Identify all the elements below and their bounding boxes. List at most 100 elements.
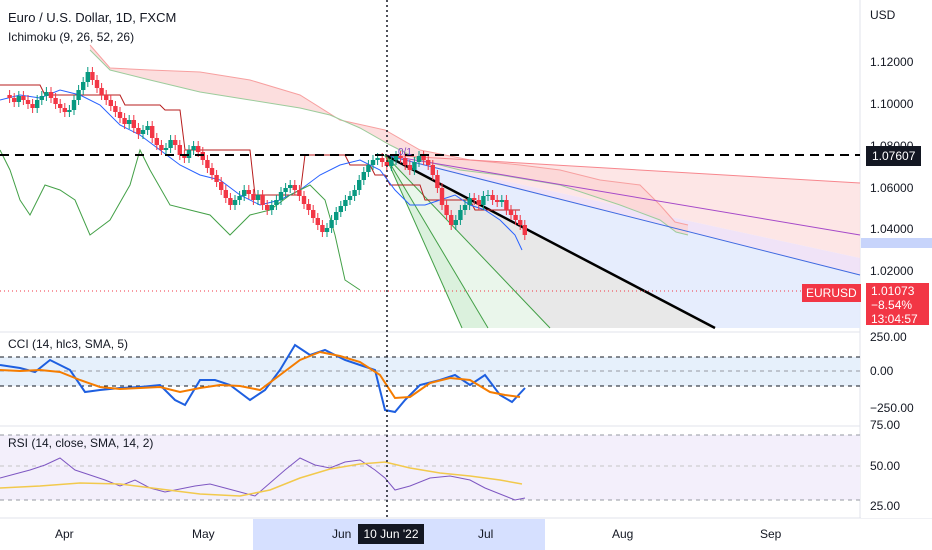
fan-zone-blue [385, 155, 860, 328]
candle-body [131, 120, 136, 128]
candle-body [288, 185, 293, 188]
price-axis-currency: USD [870, 8, 896, 22]
candle-body [85, 72, 90, 82]
candle-body [449, 215, 454, 225]
fan-line-pink[interactable] [384, 154, 861, 184]
candle-body [265, 205, 270, 210]
candle-body [347, 196, 353, 200]
candle-body [62, 108, 67, 112]
candle-body [334, 212, 339, 220]
candle-body [71, 100, 77, 110]
candle-body [306, 204, 311, 210]
candle-body [462, 205, 468, 210]
candle-body [223, 190, 228, 198]
candle-body [21, 96, 26, 100]
candle-body [412, 162, 417, 170]
candle-body [269, 205, 274, 210]
fan-line-purple[interactable] [384, 154, 861, 236]
candle-body [48, 92, 54, 98]
candle-body [357, 180, 362, 190]
candle-body [292, 185, 297, 190]
candle-body [315, 218, 320, 225]
candle-body [173, 140, 178, 145]
candle-body [398, 156, 403, 158]
candle-body [320, 225, 325, 232]
candle-body [338, 206, 343, 212]
bar-countdown: 13:04:57 [871, 312, 918, 326]
candle-body [389, 160, 394, 166]
cci-tick: 250.00 [870, 330, 907, 344]
candle-body [113, 106, 118, 112]
candle-body [366, 165, 371, 172]
candle-body [476, 200, 481, 205]
candle-body [495, 200, 500, 202]
candle-body [136, 128, 141, 134]
fan-line-blue[interactable] [384, 154, 861, 276]
ichimoku-legend[interactable]: Ichimoku (9, 26, 52, 26) [8, 30, 135, 44]
price-tick: 1.10000 [870, 97, 914, 111]
fan-line-green-3[interactable] [384, 154, 463, 329]
candle-body [324, 228, 330, 232]
candle-body [329, 220, 334, 228]
price-tick: 1.04000 [870, 222, 914, 236]
candle-body [12, 98, 17, 102]
candle-body [242, 190, 247, 196]
fan-line-black[interactable] [384, 153, 716, 330]
candle-body [117, 112, 123, 118]
candle-body [472, 198, 477, 200]
fan-line-green-2[interactable] [384, 154, 489, 329]
candle-body [214, 175, 219, 182]
candle-body [255, 195, 261, 200]
lagging-span-line [0, 148, 361, 291]
cci-legend[interactable]: CCI (14, hlc3, SMA, 5) [8, 337, 129, 351]
senkou-span-a [89, 44, 689, 226]
candle-body [513, 215, 518, 220]
candle-body [490, 195, 495, 200]
candle-body [104, 95, 109, 100]
candle-body [150, 126, 155, 138]
symbol-title[interactable]: Euro / U.S. Dollar, 1D, FXCM [8, 10, 177, 25]
time-tick: Apr [55, 527, 74, 541]
candle-body [30, 104, 35, 108]
candle-body [361, 172, 366, 180]
cci-ma-line [0, 350, 521, 400]
fan-line-green-1[interactable] [384, 154, 551, 329]
candle-body [370, 160, 376, 165]
cci-tick: 0.00 [870, 364, 894, 378]
fib-label: 0/1 [398, 147, 412, 158]
rsi-tick: 75.00 [870, 418, 901, 432]
candle-body [444, 205, 449, 215]
price-axis[interactable] [861, 0, 932, 518]
candle-body [407, 165, 412, 170]
candle-body [467, 198, 472, 205]
crosshair-date-label: 10 Jun '22 [358, 524, 424, 544]
candle-body [522, 225, 527, 235]
candle-body [7, 95, 12, 98]
candle-body [403, 158, 408, 165]
rsi-ma-line [0, 461, 523, 497]
candle-body [499, 200, 504, 202]
time-tick: May [192, 527, 215, 541]
candle-body [127, 120, 132, 124]
candle-body [196, 146, 201, 152]
candlestick-series[interactable] [7, 67, 527, 240]
candle-body [260, 195, 265, 205]
candle-body [416, 156, 422, 162]
senkou-span-b [89, 49, 689, 236]
candle-body [67, 110, 72, 112]
candle-body [163, 148, 169, 150]
candle-body [481, 196, 486, 205]
symbol-tag: EURUSD [802, 284, 861, 302]
candle-body [384, 162, 389, 166]
candle-body [274, 200, 279, 205]
candle-body [237, 196, 242, 200]
candle-body [168, 140, 173, 148]
price-tick: 1.02000 [870, 264, 914, 278]
candle-body [145, 126, 150, 130]
candle-body [426, 160, 431, 165]
rsi-legend[interactable]: RSI (14, close, SMA, 14, 2) [8, 436, 154, 450]
candle-body [25, 100, 31, 104]
candle-body [94, 80, 100, 88]
candle-body [435, 175, 440, 188]
